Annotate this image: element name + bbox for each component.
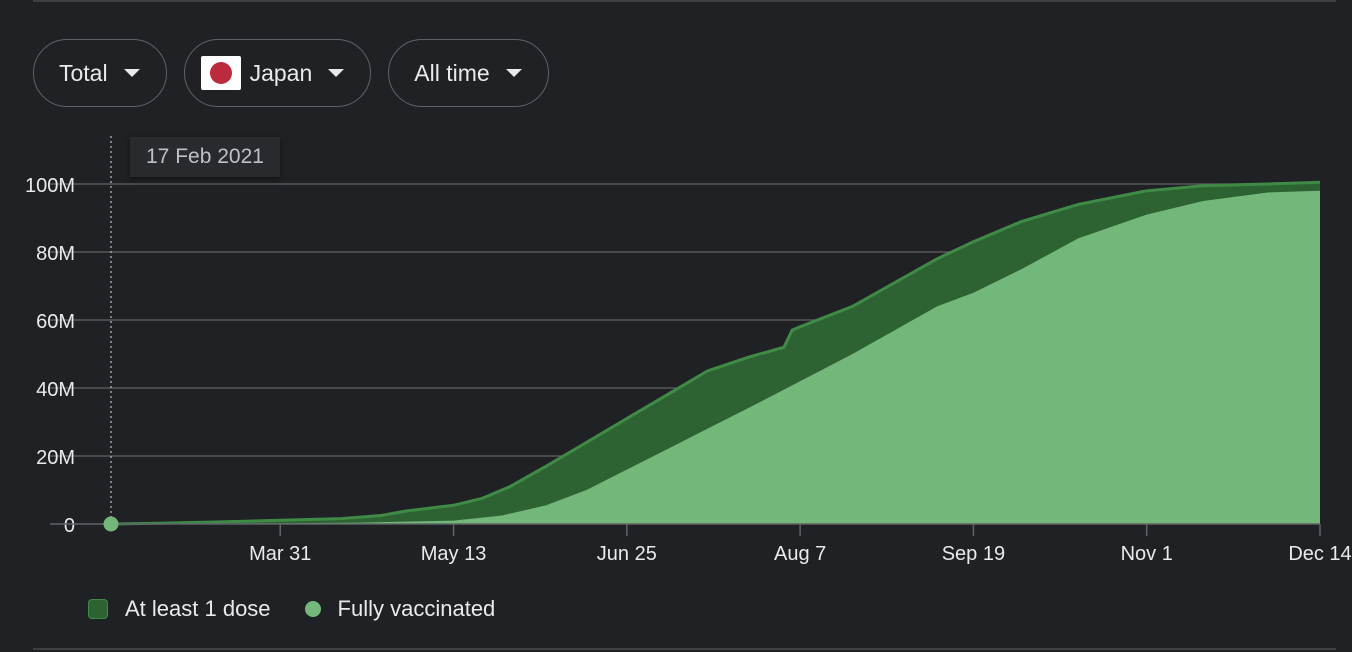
tooltip-date: 17 Feb 2021 (146, 145, 264, 168)
time-range-dropdown-label: All time (414, 59, 490, 86)
metric-dropdown[interactable]: Total (33, 39, 167, 107)
legend-swatch-fully-vaccinated (304, 601, 321, 617)
legend-item-at-least-one-dose[interactable]: At least 1 dose (88, 596, 271, 622)
japan-flag-icon (200, 56, 241, 90)
x-tick-label: Dec 14 (1288, 543, 1351, 565)
x-tick-label: May 13 (421, 543, 487, 565)
x-tick-label: Jun 25 (597, 543, 657, 565)
y-tick-label: 60M (36, 311, 75, 333)
x-tick-label: Aug 7 (774, 543, 826, 565)
chart-legend: At least 1 dose Fully vaccinated (88, 596, 495, 622)
y-tick-label: 20M (36, 447, 75, 469)
chevron-down-icon (123, 69, 140, 77)
x-tick-label: Sep 19 (942, 543, 1005, 565)
line-at-least-one-dose (110, 180, 1321, 526)
country-dropdown[interactable]: Japan (183, 39, 372, 107)
area-fully-vaccinated (111, 190, 1320, 525)
filter-bar: Total Japan All time (33, 39, 549, 107)
chevron-down-icon (505, 69, 522, 77)
y-tick-label: 40M (36, 379, 75, 401)
x-tick-label: Mar 31 (249, 543, 311, 565)
time-range-dropdown[interactable]: All time (388, 39, 549, 107)
y-tick-label: 100M (25, 175, 75, 197)
top-divider (33, 0, 1336, 2)
series-areas (110, 180, 1321, 526)
y-tick-label: 0 (64, 515, 75, 537)
axes: 0 20M 40M 60M 80M 100M Mar 31 May 13 Jun 25 Aug 7… (25, 175, 1352, 565)
x-tick-label: Nov 1 (1121, 543, 1173, 565)
legend-swatch-at-least-one-dose (88, 599, 108, 619)
hover-point (103, 516, 119, 532)
metric-dropdown-label: Total (59, 59, 108, 86)
y-tick-label: 80M (36, 243, 75, 265)
date-tooltip: 17 Feb 2021 (130, 137, 280, 177)
country-dropdown-label: Japan (249, 59, 313, 86)
hover-marker (103, 136, 119, 532)
legend-item-fully-vaccinated[interactable]: Fully vaccinated (304, 596, 496, 622)
legend-label-fully-vaccinated: Fully vaccinated (337, 596, 496, 621)
chevron-down-icon (328, 69, 345, 77)
bottom-divider (33, 648, 1336, 650)
legend-label-at-least-one-dose: At least 1 dose (125, 596, 271, 621)
